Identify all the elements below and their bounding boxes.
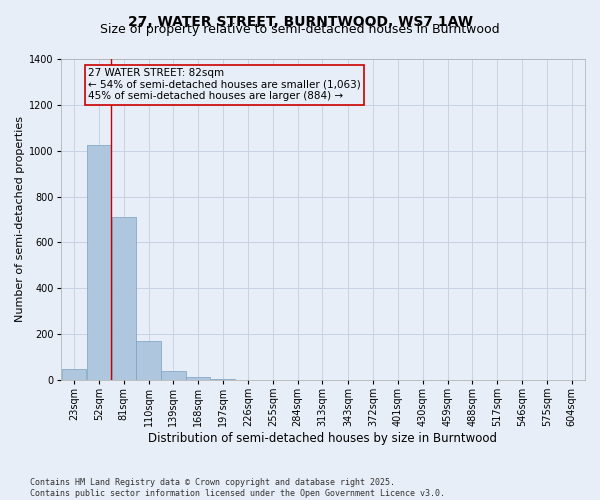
Text: 27 WATER STREET: 82sqm
← 54% of semi-detached houses are smaller (1,063)
45% of : 27 WATER STREET: 82sqm ← 54% of semi-det… bbox=[88, 68, 361, 102]
Bar bbox=[62, 368, 86, 380]
Bar bbox=[186, 376, 211, 380]
X-axis label: Distribution of semi-detached houses by size in Burntwood: Distribution of semi-detached houses by … bbox=[148, 432, 497, 445]
Text: Contains HM Land Registry data © Crown copyright and database right 2025.
Contai: Contains HM Land Registry data © Crown c… bbox=[30, 478, 445, 498]
Text: 27, WATER STREET, BURNTWOOD, WS7 1AW: 27, WATER STREET, BURNTWOOD, WS7 1AW bbox=[128, 15, 473, 29]
Bar bbox=[211, 379, 235, 380]
Bar bbox=[161, 371, 185, 380]
Text: Size of property relative to semi-detached houses in Burntwood: Size of property relative to semi-detach… bbox=[100, 22, 500, 36]
Bar bbox=[136, 341, 161, 380]
Bar bbox=[112, 217, 136, 380]
Y-axis label: Number of semi-detached properties: Number of semi-detached properties bbox=[15, 116, 25, 322]
Bar bbox=[86, 145, 111, 380]
